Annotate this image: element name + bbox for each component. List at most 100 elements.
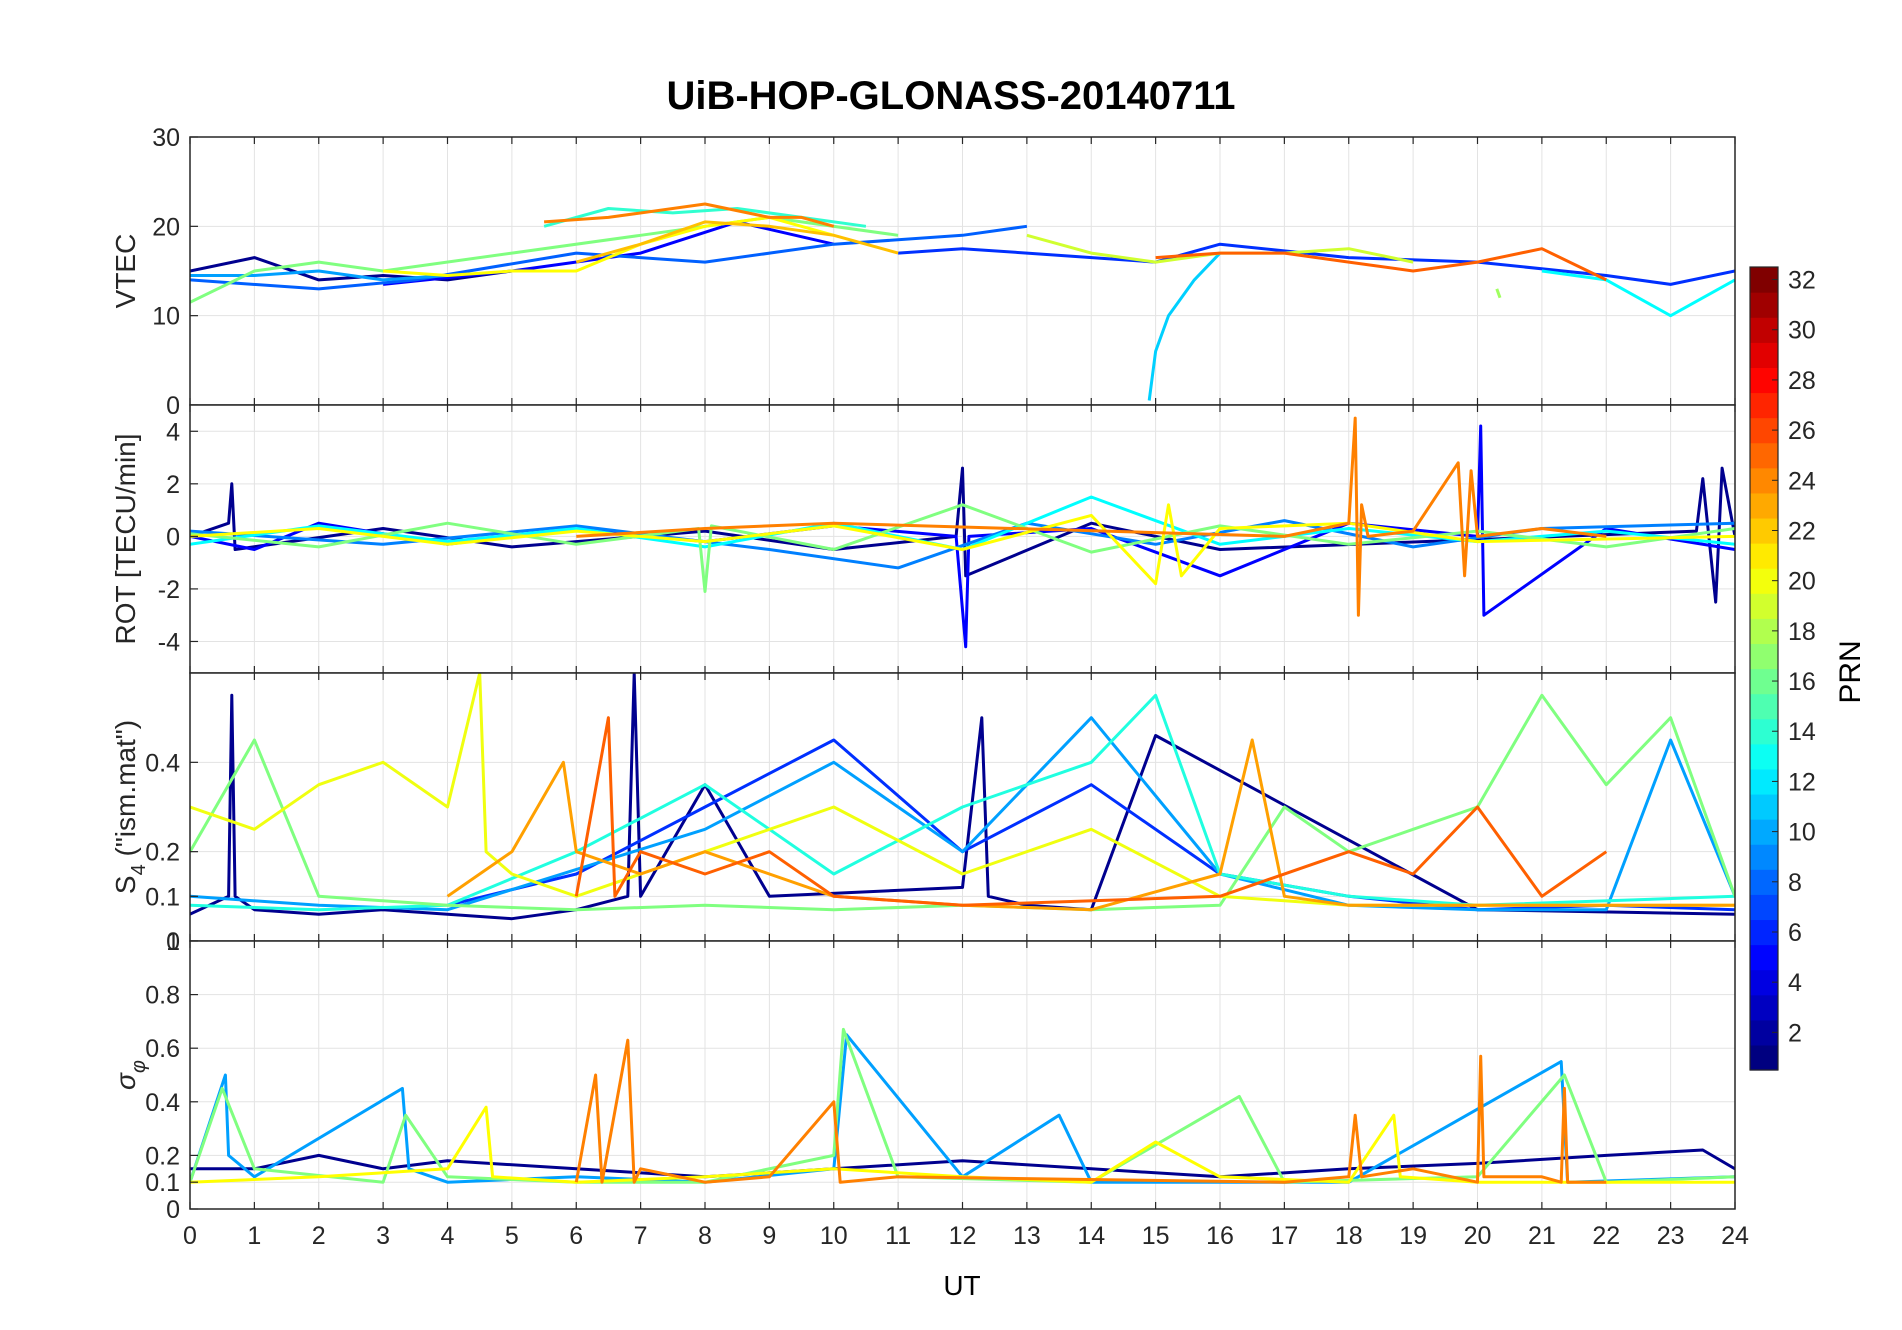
colorbar-tick-label: 26: [1788, 417, 1816, 445]
series-line-prn-16: [190, 693, 1735, 912]
shared-x-axis: 0 1 2 3 4 5 6 7 8 9 10 11 12 13 14 15 16 17 18 19 20 21 22 23 24: [183, 1222, 1749, 1250]
colorbar-tick-label: 14: [1788, 718, 1816, 746]
colorbar-swatch: [1750, 292, 1778, 318]
series-line-prn-11: [1147, 252, 1222, 401]
colorbar-tick-label: 20: [1788, 568, 1816, 596]
x-tick-label: 16: [1206, 1222, 1234, 1250]
colorbar-tick-label: 8: [1788, 869, 1802, 897]
colorbar-swatch: [1750, 894, 1778, 921]
colorbar-tick-label: 12: [1788, 768, 1816, 796]
colorbar-tick-label: 16: [1788, 668, 1816, 696]
y-axis-label: ROT [TECU/min]: [110, 433, 141, 644]
x-tick-label: 17: [1270, 1222, 1298, 1250]
y-tick-label: 0: [166, 1196, 180, 1224]
colorbar-frame: [1749, 266, 1779, 1071]
colorbar-tick-label: 24: [1788, 467, 1816, 495]
colorbar-tick-label: 10: [1788, 819, 1816, 847]
colorbar-swatch: [1750, 844, 1778, 870]
y-tick-label: 4: [166, 418, 180, 446]
colorbar-swatch: [1750, 492, 1778, 519]
x-tick-label: 12: [949, 1222, 977, 1250]
y-tick-label: 0.1: [145, 1169, 180, 1197]
x-tick-label: 7: [634, 1222, 648, 1250]
y-tick-label: 20: [152, 213, 180, 241]
y-axis-label: VTEC: [110, 234, 141, 309]
series-line-prn-16: [1495, 288, 1502, 299]
x-tick-label: 8: [698, 1222, 712, 1250]
x-tick-label: 22: [1592, 1222, 1620, 1250]
x-axis-label: UT: [943, 1270, 980, 1301]
colorbar-tick-label: 22: [1788, 517, 1816, 545]
series-line-prn-10: [190, 269, 448, 282]
series-line-prn-1: [190, 1148, 1735, 1179]
series-line-prn-24: [543, 202, 835, 228]
series-line-prn-5: [897, 242, 1735, 286]
y-tick-label: -2: [158, 576, 180, 604]
y-tick-label: 30: [152, 124, 180, 152]
y-tick-label: 0.6: [145, 1035, 180, 1063]
y-tick-label: 0.8: [145, 982, 180, 1010]
colorbar-swatch: [1750, 643, 1778, 670]
colorbar-swatch: [1750, 944, 1778, 971]
series-line-prn-20: [190, 503, 1735, 586]
y-tick-label: 0.4: [145, 1089, 180, 1117]
x-tick-label: 15: [1142, 1222, 1170, 1250]
series-line-prn-19: [190, 673, 1735, 907]
series-line-prn-1: [190, 256, 513, 282]
colorbar-swatch: [1750, 693, 1778, 720]
figure-title: UiB-HOP-GLONASS-20140711: [666, 74, 1236, 118]
colorbar-swatch: [1750, 543, 1778, 569]
colorbar-tick-label: 18: [1788, 618, 1816, 646]
series-group: [190, 202, 1735, 401]
colorbar-tick-label: 28: [1788, 367, 1816, 395]
colorbar-swatch: [1750, 994, 1778, 1021]
y-tick-label: 1: [166, 928, 180, 956]
y-axis-label: S4 ("ism.mat"): [110, 720, 150, 894]
colorbar-tick-label: 32: [1788, 267, 1816, 295]
colorbar-swatch: [1750, 1044, 1778, 1071]
series-line-prn-25: [1155, 247, 1607, 282]
colorbar-tick-label: 6: [1788, 919, 1802, 947]
colorbar-swatch: [1750, 743, 1778, 770]
x-tick-label: 3: [376, 1222, 390, 1250]
y-tick-label: 0: [166, 392, 180, 420]
x-tick-label: 24: [1721, 1222, 1749, 1250]
y-tick-label: 0.2: [145, 1142, 180, 1170]
y-tick-label: 0.1: [145, 883, 180, 911]
colorbar-tick-label: 2: [1788, 1019, 1802, 1047]
x-tick-label: 4: [441, 1222, 455, 1250]
x-tick-label: 14: [1077, 1222, 1105, 1250]
series-line-prn-24: [576, 416, 1607, 617]
x-tick-label: 9: [762, 1222, 776, 1250]
x-tick-label: 11: [885, 1222, 911, 1250]
x-tick-label: 18: [1335, 1222, 1363, 1250]
x-tick-label: 19: [1399, 1222, 1427, 1250]
y-tick-label: 0.4: [145, 749, 180, 777]
x-tick-label: 6: [569, 1222, 583, 1250]
panel-2: -4 -2 0 2 4 ROT [TECU/min]: [110, 404, 1736, 674]
colorbar-swatch: [1750, 442, 1778, 469]
x-tick-label: 2: [312, 1222, 326, 1250]
colorbar-swatch: [1750, 342, 1778, 368]
x-tick-label: 1: [247, 1222, 261, 1250]
series-line-prn-7: [190, 224, 1028, 291]
x-tick-label: 5: [505, 1222, 519, 1250]
y-tick-label: 2: [166, 471, 180, 499]
panel-1: 0 10 20 30 VTEC: [110, 124, 1736, 420]
series-group: [190, 1027, 1735, 1184]
series-group: [190, 416, 1735, 649]
colorbar-tick-label: 30: [1788, 317, 1816, 345]
x-tick-label: 13: [1013, 1222, 1041, 1250]
x-tick-label: 20: [1464, 1222, 1492, 1250]
series-group: [190, 673, 1735, 921]
y-tick-label: 0: [166, 928, 180, 956]
x-tick-label: 23: [1657, 1222, 1685, 1250]
y-axis-label: σφ: [110, 1060, 150, 1090]
colorbar-tick-label: 4: [1788, 969, 1802, 997]
y-tick-label: 0.2: [145, 839, 180, 867]
colorbar-swatch: [1750, 392, 1778, 419]
